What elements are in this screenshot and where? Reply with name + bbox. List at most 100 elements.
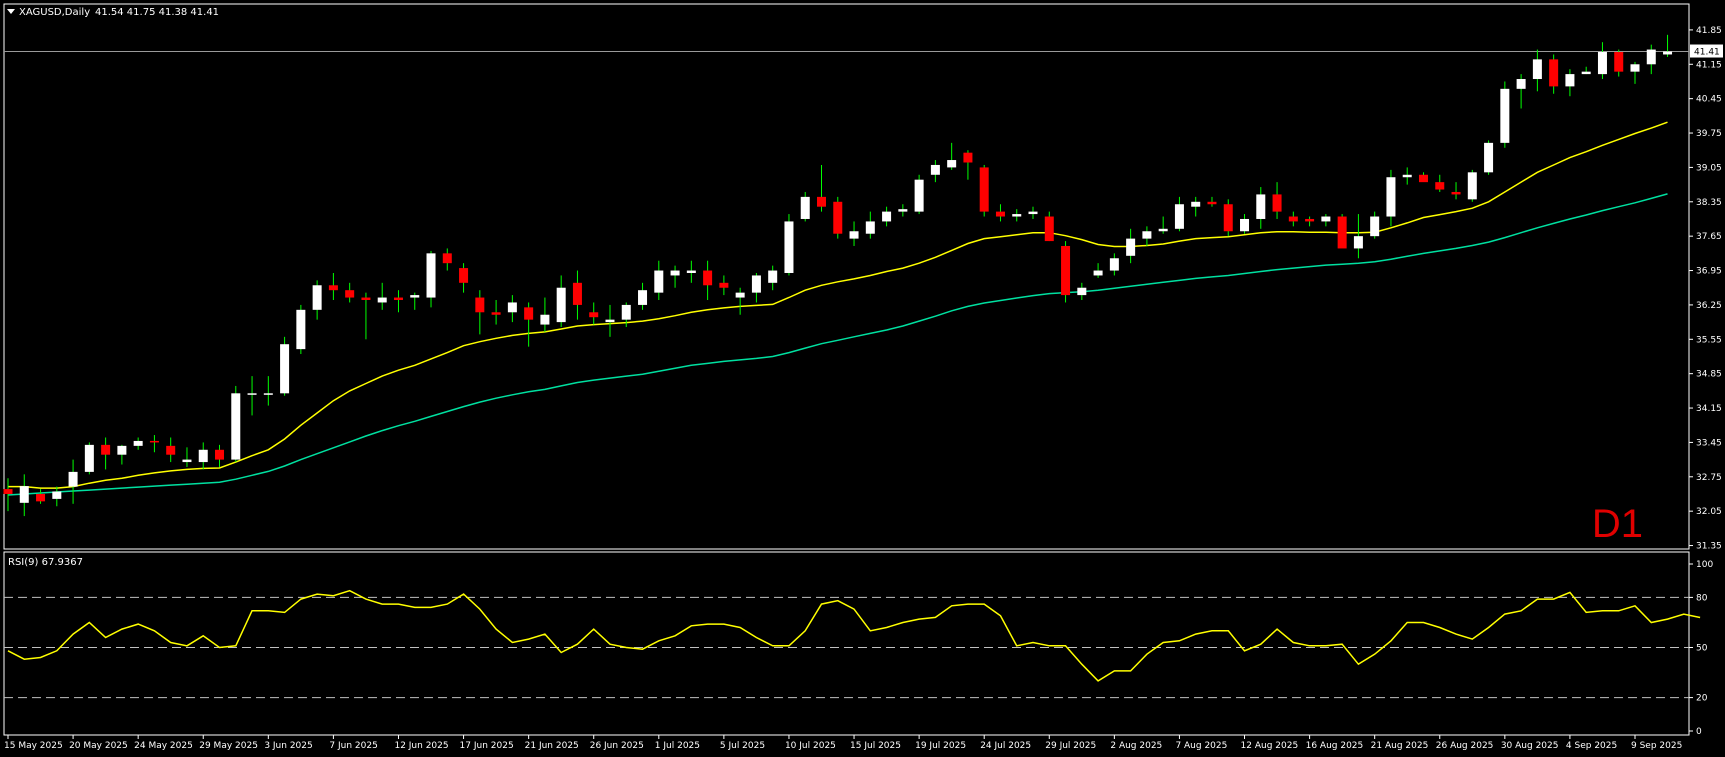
time-tick-label: 7 Jun 2025 [329,741,377,751]
candle [68,459,78,504]
candle-body [1174,204,1184,229]
candle-body [68,471,78,487]
candle-body [1516,79,1526,89]
candle-body [1532,59,1542,80]
candle [686,260,696,283]
price-tick-label: 31.35 [1696,542,1722,552]
candle-body [247,393,257,395]
rsi-panel-frame [3,551,1690,736]
candle-body [133,440,143,446]
candle-body [1272,194,1282,212]
candle-body [1500,88,1510,143]
candle [507,295,517,323]
current-price-label: 41.41 [1694,48,1720,58]
candle [1240,214,1250,234]
candle-body [491,312,501,315]
candle-body [280,344,290,394]
candle-body [36,493,46,502]
price-tick-label: 36.95 [1696,267,1722,277]
candle [312,280,322,320]
candle-body [1581,71,1591,75]
candle-body [1044,216,1054,242]
candle [670,265,680,288]
candle [1549,54,1559,94]
price-tick-label: 41.85 [1696,26,1722,36]
candle [149,435,159,453]
candle [1532,49,1542,92]
candle-body [263,393,273,395]
time-tick-label: 15 Jul 2025 [850,741,901,751]
candle [475,290,485,335]
candle-body [654,270,664,293]
axes: 41.85 41.15 40.45 39.75 39.05 38.35 37.65 36.95… [4,26,1723,751]
rsi-tick-label: 80 [1696,593,1708,603]
candle [963,150,973,180]
candle-body [182,459,192,463]
candle-body [963,152,973,163]
candle-body [393,297,403,301]
candle [1516,74,1526,109]
time-tick-label: 19 Jul 2025 [915,741,966,751]
candle-body [800,196,810,219]
time-tick-label: 5 Jul 2025 [720,741,765,751]
candle [735,287,745,315]
candle [556,275,566,328]
candle-body [817,196,826,207]
time-tick-label: 21 Aug 2025 [1371,741,1429,751]
candle [1614,49,1624,77]
candle-body [328,285,338,291]
candle-body [166,445,176,455]
price-tick-label: 38.35 [1696,198,1722,208]
candle [1142,226,1152,246]
rsi-line [7,589,1701,682]
candle-body [1353,236,1363,249]
candle [1418,172,1428,183]
time-tick-label: 17 Jun 2025 [460,741,514,751]
candle [215,444,225,467]
candle-body [947,160,957,168]
candle-body [1207,201,1217,205]
candle [166,437,176,463]
candle [1484,140,1494,175]
price-tick-label: 41.15 [1696,60,1722,70]
candle [979,164,989,217]
candle-body [19,486,29,503]
candle [995,204,1005,222]
candle [800,191,810,222]
candle [36,489,46,504]
candle-body [1321,216,1331,222]
collapse-triangle-icon[interactable] [7,9,15,14]
candle [719,275,729,296]
ohlc-label: 41.54 41.75 41.38 41.41 [95,7,219,18]
candle-body [377,297,387,303]
candle-body [833,201,843,234]
candle-body [540,314,550,325]
candle-body [1565,74,1575,87]
candle [930,160,940,183]
candle [1370,211,1380,239]
candle-body [442,253,452,264]
candle [833,196,843,239]
candle-body [1240,218,1250,232]
candle [751,272,761,303]
price-tick-label: 39.75 [1696,129,1722,139]
candle-body [1646,49,1656,65]
candle [589,302,599,325]
candle [442,248,452,271]
candle [1223,199,1233,237]
price-tick-label: 34.15 [1696,404,1722,414]
candle [1158,216,1168,234]
candle [1451,182,1461,200]
candle-body [1597,52,1607,75]
time-tick-label: 26 Jun 2025 [590,741,644,751]
price-tick-label: 37.65 [1696,232,1722,242]
candle [198,442,208,470]
candle-body [1614,52,1624,72]
candle-body [117,445,127,455]
candle-body [361,297,371,301]
candle-body [1484,142,1494,173]
candle-body [1305,218,1315,222]
candle [703,260,713,301]
price-tick-label: 32.05 [1696,507,1722,517]
candle-body [1288,216,1298,222]
